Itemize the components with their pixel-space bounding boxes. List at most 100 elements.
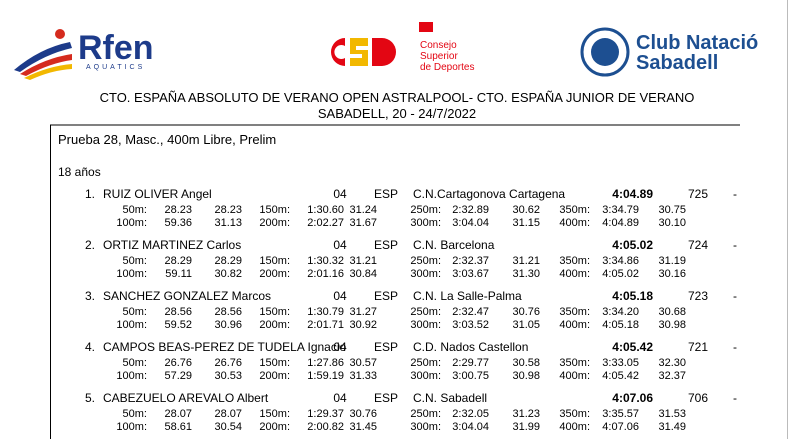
split: 400m:	[559, 268, 590, 280]
split: 31.05	[512, 319, 540, 331]
split: 100m:	[116, 319, 147, 331]
split: 100m:	[116, 268, 147, 280]
birth-year: 04	[333, 289, 347, 303]
split: 30.76	[512, 306, 540, 318]
club: C.N.Cartagonova Cartagena	[413, 187, 566, 201]
split: 250m:	[410, 255, 441, 267]
dash: -	[733, 391, 737, 405]
final-time: 4:05.02	[612, 238, 653, 252]
points: 725	[687, 187, 708, 201]
split: 2:00.82	[307, 421, 344, 433]
place: 5.	[84, 391, 95, 405]
split: 50m:	[122, 306, 147, 318]
age-group: 18 años	[58, 165, 101, 179]
event-name: Prueba 28, Masc., 400m Libre, Prelim	[58, 132, 277, 147]
club: C.D. Nados Castellon	[413, 340, 529, 354]
csd-d	[372, 38, 396, 66]
split: 50m:	[122, 255, 147, 267]
split: 1:30.32	[307, 255, 344, 267]
nation: ESP	[374, 391, 399, 405]
split: 150m:	[259, 357, 290, 369]
nation: ESP	[374, 289, 399, 303]
split: 30.76	[349, 408, 377, 420]
split: 4:05.18	[602, 319, 639, 331]
split: 30.82	[214, 268, 242, 280]
place: 1.	[84, 187, 95, 201]
split: 3:04.04	[452, 217, 489, 229]
points: 721	[687, 340, 708, 354]
split: 31.30	[512, 268, 540, 280]
split: 400m:	[559, 217, 590, 229]
split: 30.75	[658, 204, 686, 216]
split: 28.23	[214, 204, 242, 216]
split: 300m:	[410, 268, 441, 280]
split: 300m:	[410, 319, 441, 331]
split: 150m:	[259, 255, 290, 267]
athlete-name: ORTIZ MARTINEZ Carlos	[103, 238, 242, 252]
meet-subtitle: SABADELL, 20 - 24/7/2022	[317, 106, 477, 121]
split: 300m:	[410, 421, 441, 433]
split: 2:01.71	[307, 319, 344, 331]
split: 2:32.05	[452, 408, 489, 420]
split: 4:07.06	[602, 421, 639, 433]
birth-year: 04	[333, 340, 347, 354]
split: 32.30	[658, 357, 686, 369]
split: 2:02.27	[307, 217, 344, 229]
split: 30.53	[214, 370, 242, 382]
split: 30.16	[658, 268, 686, 280]
split: 350m:	[559, 306, 590, 318]
split: 4:04.89	[602, 217, 639, 229]
split: 150m:	[259, 306, 290, 318]
split: 30.57	[349, 357, 377, 369]
points: 723	[687, 289, 708, 303]
final-time: 4:05.42	[612, 340, 653, 354]
dash: -	[733, 340, 737, 354]
csd-s	[350, 38, 368, 66]
csd-crown	[419, 22, 433, 32]
split: 31.67	[349, 217, 377, 229]
rfen-swoosh	[14, 42, 72, 72]
split: 30.84	[349, 268, 377, 280]
rfen-head	[55, 29, 65, 39]
split: 30.68	[658, 306, 686, 318]
split: 3:04.04	[452, 421, 489, 433]
split: 150m:	[259, 408, 290, 420]
dash: -	[733, 238, 737, 252]
split: 31.45	[349, 421, 377, 433]
split: 3:03.52	[452, 319, 489, 331]
split: 50m:	[122, 204, 147, 216]
dash: -	[733, 289, 737, 303]
split: 3:34.20	[602, 306, 639, 318]
split: 28.07	[164, 408, 192, 420]
split: 26.76	[164, 357, 192, 369]
split: 30.54	[214, 421, 242, 433]
split: 250m:	[410, 204, 441, 216]
split: 3:00.75	[452, 370, 489, 382]
split: 3:03.67	[452, 268, 489, 280]
club: C.N. Sabadell	[413, 391, 488, 405]
athlete-name: RUIZ OLIVER Angel	[103, 187, 212, 201]
csd-c	[331, 38, 345, 66]
athlete-name: SANCHEZ GONZALEZ Marcos	[103, 289, 272, 303]
club: C.N. La Salle-Palma	[413, 289, 522, 303]
split: 1:30.79	[307, 306, 344, 318]
split: 28.23	[164, 204, 192, 216]
split: 28.56	[164, 306, 192, 318]
split: 300m:	[410, 217, 441, 229]
split: 59.52	[164, 319, 192, 331]
rfen-swoosh	[20, 54, 72, 76]
nation: ESP	[374, 238, 399, 252]
split: 32.37	[658, 370, 686, 382]
split: 28.29	[214, 255, 242, 267]
csd-logo-text: Superior	[420, 51, 458, 62]
split: 350m:	[559, 357, 590, 369]
split: 3:34.79	[602, 204, 639, 216]
split: 250m:	[410, 408, 441, 420]
club-badge	[591, 38, 619, 66]
split: 1:27.86	[307, 357, 344, 369]
split: 100m:	[116, 370, 147, 382]
split: 200m:	[259, 319, 290, 331]
split: 150m:	[259, 204, 290, 216]
